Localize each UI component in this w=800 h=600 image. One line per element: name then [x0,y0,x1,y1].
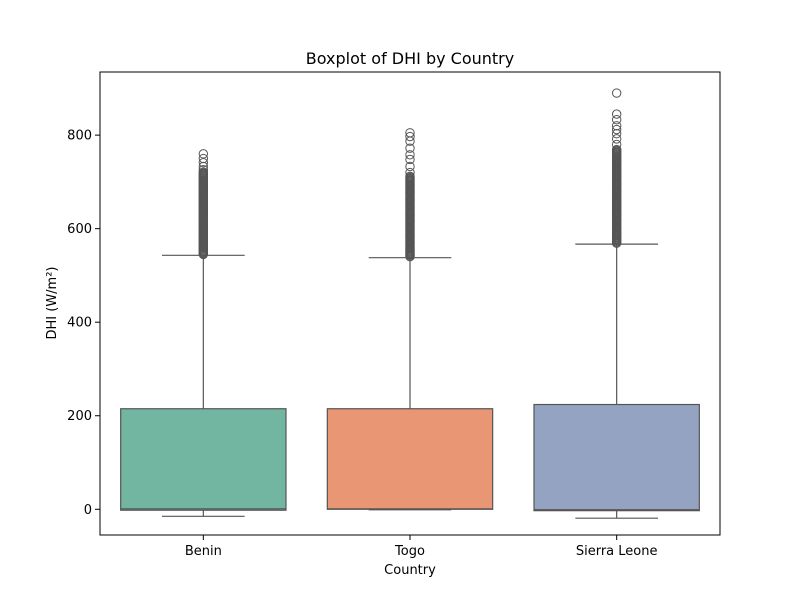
y-tick-label: 800 [67,129,92,144]
outlier-point [405,167,415,178]
y-tick-label: 600 [67,222,92,237]
outlier-point [198,149,209,159]
box-iqr [120,408,287,511]
outlier-point [611,88,622,98]
x-tick-label: Togo [394,544,425,559]
box-benin [120,149,287,517]
box-iqr [326,408,494,510]
y-tick-label: 400 [67,316,92,331]
outlier-point [611,124,622,135]
outlier-point [405,131,415,142]
y-tick-label: 0 [84,503,92,518]
y-axis: 0 200 400 600 800 [67,129,100,518]
x-axis: Benin Togo Sierra Leone [185,535,658,559]
outlier-point [405,154,415,165]
outlier-point [611,139,622,150]
outlier-point [405,128,415,138]
x-tick-label: Benin [185,544,222,559]
outlier-point [198,167,209,177]
outlier-point [611,109,622,119]
plot-area [99,71,721,536]
outlier-point [611,121,622,131]
x-axis-label: Country [384,563,436,578]
outlier-point [198,165,209,175]
y-tick-label: 200 [67,409,92,424]
outlier-point [611,115,622,125]
outlier-point [611,144,622,155]
outlier-point [611,134,622,144]
outlier-point [198,153,209,164]
y-axis-label: DHI (W/m²) [45,266,60,339]
box-sierra-leone [533,88,700,519]
outlier-point [405,143,415,153]
chart-title: Boxplot of DHI by Country [306,49,514,68]
x-tick-label: Sierra Leone [576,544,658,559]
box-iqr [533,403,700,512]
outlier-point [405,171,415,181]
outlier-point [405,161,415,172]
box-togo [326,128,494,511]
outlier-point [405,150,415,160]
